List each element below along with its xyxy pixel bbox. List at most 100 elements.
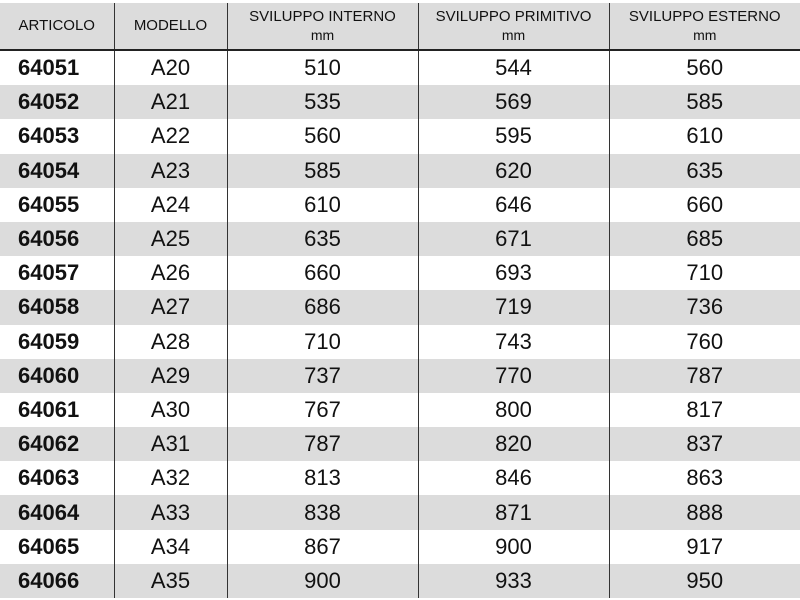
table-row: 64055 A24 610 646 660 (0, 187, 800, 222)
table-row: 64057 A26 660 693 710 (0, 256, 800, 291)
articolo-cell: 64059 (18, 328, 80, 354)
articolo-cell: 64061 (18, 396, 80, 422)
articolo-cell: 64056 (0, 221, 114, 257)
column-header: SVILUPPO ESTERNO mm (608, 3, 800, 51)
modello-cell: A35 (113, 563, 227, 598)
table-row: 64059 A28 710 743 760 (0, 324, 800, 359)
modello-cell: A26 (113, 256, 227, 291)
sviluppo-interno-cell: 610 (226, 187, 418, 222)
header-row: ARTICOLO MODELLO SVILUPPO INTERNO mm SVILUPP… (0, 3, 800, 51)
sviluppo-esterno-cell: 863 (608, 461, 800, 496)
sviluppo-primitivo-cell: 671 (417, 221, 609, 257)
modello-cell: A32 (113, 461, 227, 496)
sviluppo-interno-cell: 767 (226, 392, 418, 428)
sviluppo-esterno-cell: 837 (608, 427, 800, 462)
modello-cell: A33 (113, 495, 227, 530)
sviluppo-primitivo-cell: 569 (417, 85, 609, 120)
table-row: 64063 A32 813 846 863 (0, 461, 800, 496)
sviluppo-interno-cell: 560 (226, 119, 418, 154)
sviluppo-interno-cell: 900 (226, 563, 418, 598)
table-row: 64064 A33 838 871 888 (0, 495, 800, 530)
sviluppo-interno-cell: 710 (226, 324, 418, 359)
articolo-cell: 64065 (18, 533, 80, 559)
sviluppo-primitivo-cell: 820 (417, 427, 609, 462)
table-row: 64058 A27 686 719 736 (0, 290, 800, 325)
modello-cell: A22 (113, 119, 227, 154)
modello-cell: A24 (113, 187, 227, 222)
column-header-title: SVILUPPO PRIMITIVO (435, 8, 592, 25)
modello-cell: A28 (113, 324, 227, 359)
column-header: SVILUPPO PRIMITIVO mm (417, 3, 609, 51)
sviluppo-primitivo-cell: 770 (417, 358, 609, 393)
modello-cell: A21 (113, 85, 227, 120)
articolo-cell: 64066 (0, 563, 114, 598)
sviluppo-interno-cell: 660 (226, 256, 418, 291)
articolo-cell: 64063 (18, 465, 80, 491)
table-row: 64054 A23 585 620 635 (0, 153, 800, 188)
column-header-title: SVILUPPO INTERNO (249, 8, 396, 25)
sviluppo-esterno-cell: 760 (608, 324, 800, 359)
sviluppo-interno-cell: 635 (226, 221, 418, 257)
modello-cell: A23 (113, 153, 227, 188)
column-header: SVILUPPO INTERNO mm (226, 3, 418, 51)
table-row: 64061 A30 767 800 817 (0, 392, 800, 428)
modello-cell: A30 (113, 392, 227, 428)
modello-cell: A20 (113, 50, 227, 86)
sviluppo-esterno-cell: 817 (608, 392, 800, 428)
sviluppo-esterno-cell: 710 (608, 256, 800, 291)
sviluppo-esterno-cell: 560 (608, 50, 800, 86)
sviluppo-primitivo-cell: 544 (417, 50, 609, 86)
sviluppo-esterno-cell: 736 (608, 290, 800, 325)
articolo-cell: 64057 (18, 260, 80, 286)
table-row: 64052 A21 535 569 585 (0, 85, 800, 120)
sviluppo-primitivo-cell: 646 (417, 187, 609, 222)
articolo-cell: 64060 (0, 358, 114, 393)
column-header-unit: mm (310, 27, 335, 43)
articolo-cell: 64055 (18, 191, 80, 217)
column-header-unit: mm (501, 27, 526, 43)
sviluppo-esterno-cell: 917 (608, 529, 800, 564)
articolo-cell: 64052 (0, 85, 114, 120)
sviluppo-esterno-cell: 660 (608, 187, 800, 222)
table-row: 64066 A35 900 933 950 (0, 563, 800, 598)
sviluppo-interno-cell: 838 (226, 495, 418, 530)
table-row: 64060 A29 737 770 787 (0, 358, 800, 393)
modello-cell: A31 (113, 427, 227, 462)
sviluppo-primitivo-cell: 620 (417, 153, 609, 188)
sviluppo-esterno-cell: 787 (608, 358, 800, 393)
modello-cell: A34 (113, 529, 227, 564)
sviluppo-interno-cell: 510 (226, 50, 418, 86)
sviluppo-primitivo-cell: 595 (417, 119, 609, 154)
sviluppo-interno-cell: 867 (226, 529, 418, 564)
articolo-cell: 64051 (18, 55, 80, 81)
sviluppo-interno-cell: 737 (226, 358, 418, 393)
table-row: 64051 A20 510 544 560 (0, 50, 800, 86)
sviluppo-esterno-cell: 950 (608, 563, 800, 598)
sviluppo-esterno-cell: 888 (608, 495, 800, 530)
sviluppo-interno-cell: 813 (226, 461, 418, 496)
modello-cell: A29 (113, 358, 227, 393)
sviluppo-interno-cell: 686 (226, 290, 418, 325)
sviluppo-primitivo-cell: 900 (417, 529, 609, 564)
column-header-title: MODELLO (133, 17, 208, 34)
articolo-cell: 64064 (0, 495, 114, 530)
sviluppo-esterno-cell: 685 (608, 221, 800, 257)
column-header: MODELLO (113, 3, 227, 51)
column-header-unit: mm (693, 27, 717, 43)
articolo-cell: 64053 (18, 123, 80, 149)
sviluppo-primitivo-cell: 719 (417, 290, 609, 325)
sviluppo-esterno-cell: 585 (608, 85, 800, 120)
sviluppo-interno-cell: 535 (226, 85, 418, 120)
articolo-cell: 64058 (0, 290, 114, 325)
table-row: 64056 A25 635 671 685 (0, 221, 800, 257)
articolo-cell: 64054 (0, 153, 114, 188)
table-row: 64065 A34 867 900 917 (0, 529, 800, 564)
column-header-title: SVILUPPO ESTERNO (628, 8, 781, 25)
sviluppo-interno-cell: 787 (226, 427, 418, 462)
product-table: ARTICOLO MODELLO SVILUPPO INTERNO mm SVILUPP… (0, 3, 800, 598)
sviluppo-primitivo-cell: 743 (417, 324, 609, 359)
sviluppo-primitivo-cell: 846 (417, 461, 609, 496)
column-header: ARTICOLO (0, 3, 114, 51)
sviluppo-primitivo-cell: 800 (417, 392, 609, 428)
sviluppo-interno-cell: 585 (226, 153, 418, 188)
